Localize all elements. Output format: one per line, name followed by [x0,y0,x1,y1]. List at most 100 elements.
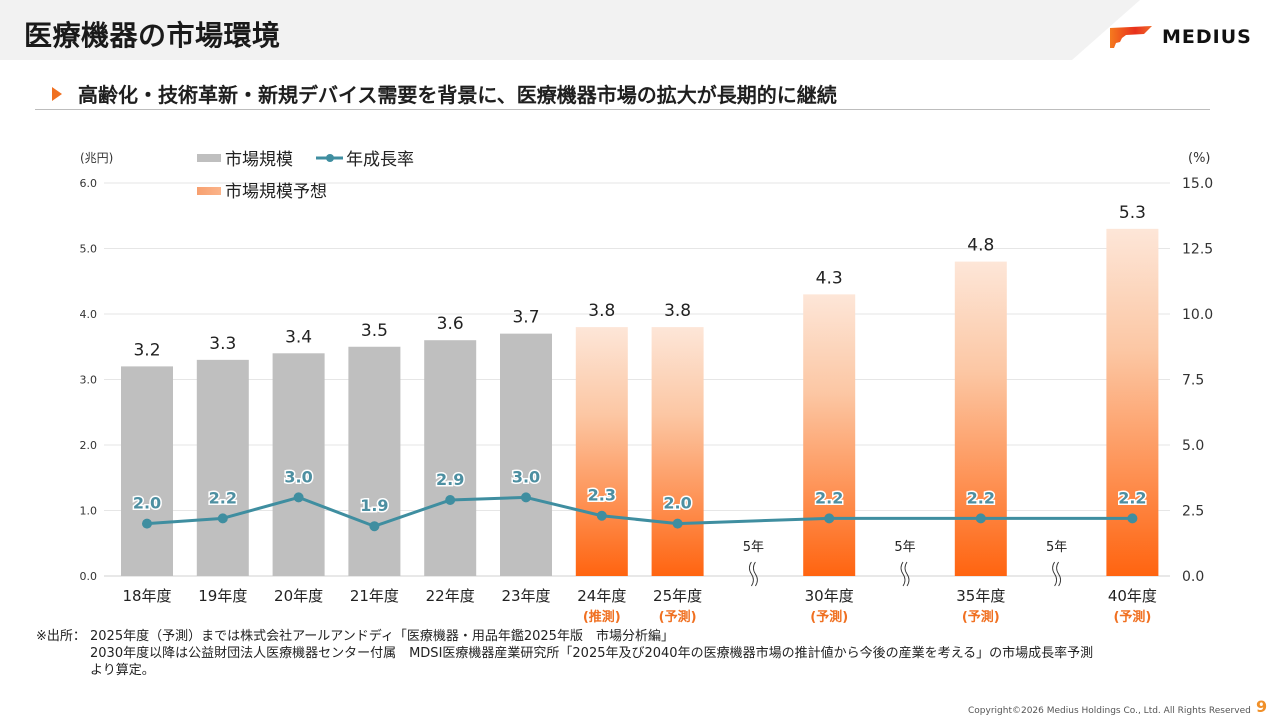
source-label: ※出所： [36,629,86,644]
market-bar [348,346,401,576]
growth-point [217,513,228,524]
category-label: 22年度 [426,587,475,605]
gap-label: 5年 [1046,540,1067,555]
growth-value-label: 3.0 [284,467,312,486]
category-label: 23年度 [501,587,550,605]
legend-label: 市場規模予想 [225,182,327,202]
growth-point [369,521,380,532]
header-background [0,0,1140,60]
growth-value-label: 2.2 [1118,488,1146,507]
category-label: 30年度 [805,587,854,605]
category-label: 18年度 [122,587,171,605]
market-bar [272,353,325,576]
forecast-bar [1106,228,1159,576]
forecast-note-label: (予測) [810,609,848,625]
bar-value-label: 3.3 [209,334,236,354]
left-tick-label: 5.0 [80,243,98,256]
axis-break-icon [900,561,910,587]
forecast-bar [575,327,628,576]
growth-value-label: 2.0 [663,494,691,513]
left-tick-label: 2.0 [80,439,98,452]
logo-text: MEDIUS [1162,26,1252,48]
source-line: 2025年度（予測）までは株式会社アールアンドディ「医療機器・用品年鑑2025年… [90,629,674,644]
growth-point [142,518,152,529]
subtitle-divider [35,109,1210,110]
legend-swatch-forecast [197,187,221,195]
bar-value-label: 3.8 [664,301,691,321]
bar-value-label: 5.3 [1119,203,1146,223]
left-tick-label: 1.0 [80,505,98,518]
axis-break-icon [748,561,758,587]
right-tick-label: 5.0 [1182,438,1204,454]
header-band [0,0,1280,60]
market-bar [121,366,173,576]
bar-value-label: 4.8 [967,236,994,256]
triangle-bullet-icon [52,86,62,101]
market-bar [500,333,552,576]
category-label: 40年度 [1108,587,1157,605]
right-tick-label: 15.0 [1182,176,1213,192]
right-tick-label: 7.5 [1182,373,1204,389]
page-number: 9 [1256,697,1268,716]
bar-value-label: 3.7 [512,308,539,328]
subtitle: 高齢化・技術革新・新規デバイス需要を背景に、医療機器市場の拡大が長期的に継続 [52,79,837,108]
medius-logo: MEDIUS [1108,24,1252,50]
category-label: 35年度 [956,587,1005,605]
right-axis-unit: (%) [1188,151,1211,166]
growth-point [445,495,456,506]
category-label: 24年度 [577,587,626,605]
growth-value-label: 2.0 [133,494,161,513]
category-label: 25年度 [653,587,702,605]
category-label: 21年度 [350,587,399,605]
left-tick-label: 0.0 [80,570,98,583]
bar-value-label: 3.2 [133,340,160,360]
left-tick-label: 3.0 [80,374,98,387]
bar-value-label: 3.5 [361,321,388,341]
forecast-note-label: (予測) [659,609,697,625]
growth-value-label: 2.2 [815,488,843,507]
growth-point [521,492,531,503]
growth-value-label: 2.2 [209,488,237,507]
growth-point [824,513,835,524]
page-title: 医療機器の市場環境 [24,19,281,52]
left-tick-label: 4.0 [80,308,98,321]
legend-label: 年成長率 [346,150,414,170]
bar-labels: 3.2 18年度 3.3 19年度 3.4 20年度 3.5 21年度 3.6 22年度 3.7 23… [122,203,1156,625]
bar-value-label: 4.3 [816,268,843,288]
bar-value-label: 3.6 [437,314,464,334]
source-note: ※出所： 2025年度（予測）までは株式会社アールアンドディ「医療機器・用品年鑑… [36,628,1093,679]
right-tick-label: 2.5 [1182,504,1204,520]
left-axis-unit: (兆円) [80,151,113,165]
legend-swatch-market-size [197,154,221,162]
right-tick-label: 12.5 [1182,242,1213,258]
source-line: 2030年度以降は公益財団法人医療機器センター付属 MDSI医療機器産業研究所「… [90,646,1094,661]
growth-line: 2.0 2.2 3.0 1.9 2.9 3.0 2.3 2.0 2.2 2.2 2.2 [131,466,1148,532]
legend-swatch-growth-point [326,154,334,162]
growth-value-label: 2.2 [967,488,995,507]
growth-value-label: 1.9 [360,496,388,515]
growth-value-label: 2.9 [436,470,464,489]
forecast-bar [954,261,1007,576]
bars [121,228,1159,576]
growth-value-label: 2.3 [588,486,616,505]
liver-logo-icon [1110,26,1152,48]
forecast-bar [803,294,856,576]
growth-point [672,518,683,529]
forecast-note-label: (予測) [1113,609,1151,625]
bar-value-label: 3.4 [285,327,312,347]
axes: 0.0 1.0 2.0 3.0 4.0 5.0 6.0 0.0 2.5 5.0 7.5 10.0 12.… [80,151,1214,585]
growth-point [293,492,304,503]
left-tick-label: 6.0 [80,177,98,190]
category-label: 19年度 [198,587,247,605]
category-label: 20年度 [274,587,323,605]
legend-label: 市場規模 [225,150,293,170]
subtitle-text: 高齢化・技術革新・新規デバイス需要を背景に、医療機器市場の拡大が長期的に継続 [78,83,837,107]
right-tick-label: 0.0 [1182,569,1204,585]
growth-point [1127,513,1138,524]
forecast-note-label: (予測) [962,609,1000,625]
forecast-note-label: (推測) [583,609,621,625]
forecast-bar [651,327,704,576]
growth-point [975,513,986,524]
axis-break-icon [1052,561,1062,587]
